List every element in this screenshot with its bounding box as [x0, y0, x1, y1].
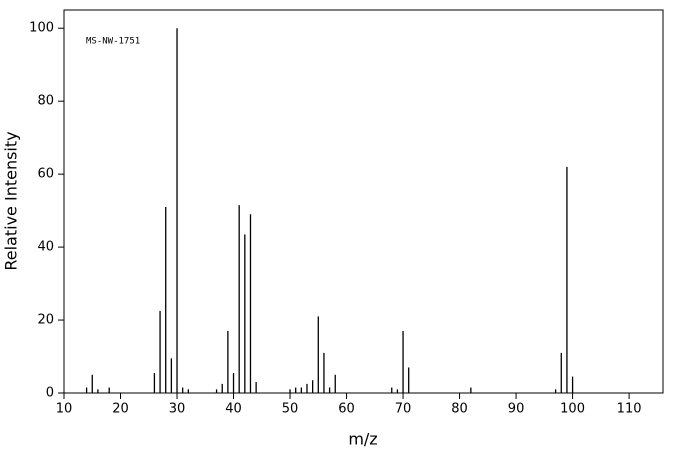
y-tick-label: 20: [37, 313, 54, 328]
x-tick-label: 90: [508, 402, 525, 417]
x-tick-label: 10: [56, 402, 73, 417]
x-axis-title: m/z: [348, 430, 377, 449]
x-tick-label: 50: [282, 402, 299, 417]
x-tick-label: 30: [169, 402, 186, 417]
x-tick-label: 70: [395, 402, 412, 417]
y-tick-label: 80: [37, 94, 54, 109]
x-tick-label: 80: [451, 402, 468, 417]
y-axis-title: Relative Intensity: [2, 131, 21, 270]
y-tick-label: 60: [37, 167, 54, 182]
x-tick-label: 110: [617, 402, 642, 417]
x-tick-label: 20: [112, 402, 129, 417]
x-tick-label: 40: [225, 402, 242, 417]
annotation: MS-NW-1751: [86, 37, 140, 47]
x-tick-label: 100: [560, 402, 585, 417]
x-tick-label: 60: [338, 402, 355, 417]
y-tick-label: 0: [46, 386, 54, 401]
y-tick-label: 40: [37, 240, 54, 255]
plot-frame: [63, 9, 664, 394]
y-tick-label: 100: [29, 21, 54, 36]
